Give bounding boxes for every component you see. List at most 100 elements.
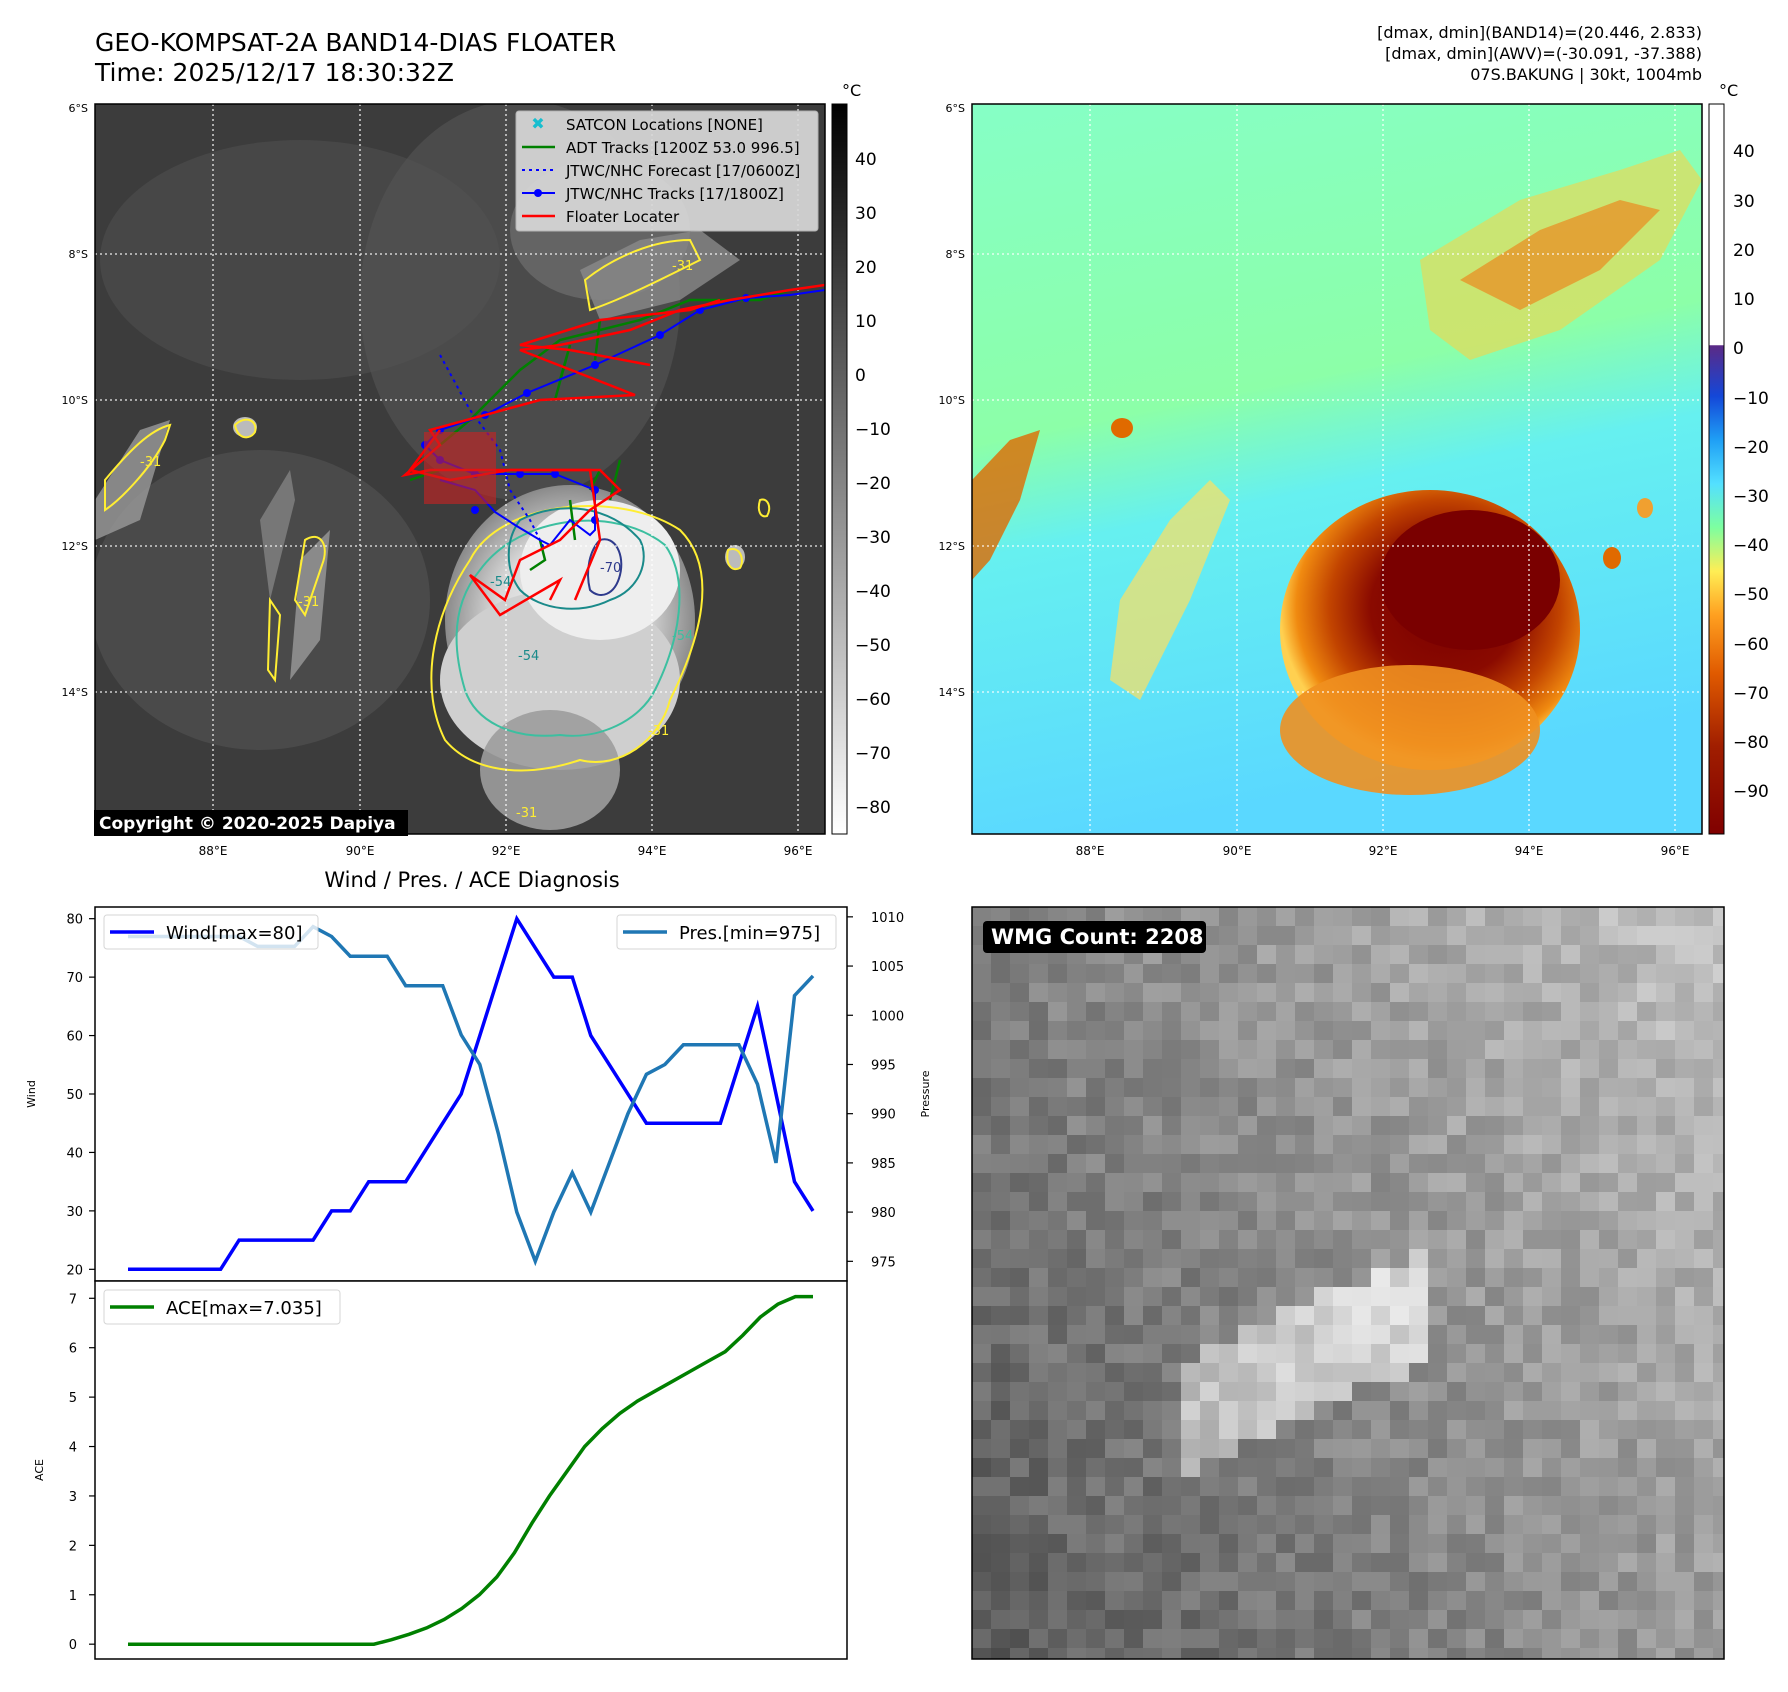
pressure-tick-label: 1000 (871, 1009, 904, 1024)
lat-label: 14°S (62, 686, 88, 699)
wv-cbar-tick: −70 (1733, 684, 1769, 704)
wind-pres-axes (94, 906, 848, 1282)
lon-label: 96°E (1661, 844, 1690, 858)
ace-tick-label: 3 (69, 1490, 77, 1505)
lat-label: 6°S (946, 102, 965, 115)
contour-label: -31 (672, 259, 693, 274)
wind-series-line (128, 914, 815, 1272)
floater-box (424, 432, 496, 504)
ace-axes (94, 1280, 848, 1660)
info-band14: [dmax, dmin](BAND14)=(20.446, 2.833) (1377, 23, 1702, 42)
ir-cbar-tick: 40 (855, 150, 877, 170)
ir-colorbar-unit: °C (842, 81, 861, 100)
wind-tick-label: 70 (66, 971, 83, 986)
wv-cbar-tick: −40 (1733, 536, 1769, 556)
wv-lon-labels: 88°E 90°E 92°E 94°E 96°E (1076, 844, 1690, 858)
floater-locater (400, 283, 825, 617)
lat-label: 8°S (69, 248, 88, 261)
legend-jtwc-forecast: JTWC/NHC Forecast [17/0600Z] (565, 162, 800, 180)
wind-axis-ticks: 20 30 40 50 60 70 80 (66, 913, 95, 1278)
ir-cbar-tick: −30 (855, 528, 891, 548)
lon-label: 94°E (638, 844, 667, 858)
figure-title: GEO-KOMPSAT-2A BAND14-DIAS FLOATER (95, 28, 616, 57)
contour-label: -31 (298, 595, 319, 610)
lon-label: 88°E (1076, 844, 1105, 858)
ace-chart: 0 1 2 3 4 5 6 7 ACE ACE[max=7.035] (33, 1280, 848, 1660)
header: GEO-KOMPSAT-2A BAND14-DIAS FLOATER Time:… (94, 23, 1702, 87)
figure-time: Time: 2025/12/17 18:30:32Z (94, 58, 454, 87)
contour-label: -31 (140, 455, 161, 470)
lat-label: 10°S (62, 394, 88, 407)
wv-lat-labels: 6°S 8°S 10°S 12°S 14°S (939, 102, 965, 699)
ir-cbar-tick: −70 (855, 744, 891, 764)
contour-label: -54 (672, 629, 693, 644)
lat-label: 6°S (69, 102, 88, 115)
ir-cbar-tick: 10 (855, 312, 877, 332)
ir-cbar-tick: −20 (855, 474, 891, 494)
ir-cbar-tick: −40 (855, 582, 891, 602)
ace-series-line (128, 1294, 813, 1646)
wv-cbar-tick: 30 (1733, 192, 1755, 212)
lon-label: 92°E (1369, 844, 1398, 858)
wv-panel: 6°S 8°S 10°S 12°S 14°S 88°E 90°E 92°E 94… (939, 81, 1769, 858)
ace-tick-label: 0 (69, 1638, 77, 1653)
pressure-tick-label: 1010 (871, 911, 904, 926)
ir-panel: ✖ SATCON Locations [NONE] ADT Tracks [12… (62, 81, 891, 858)
wind-tick-label: 50 (66, 1088, 83, 1103)
wmg-panel: WMG Count: 2208 (971, 906, 1725, 1660)
copyright: Copyright © 2020-2025 Dapiya (99, 814, 396, 834)
wv-cbar-tick: −20 (1733, 438, 1769, 458)
lat-label: 8°S (946, 248, 965, 261)
ir-cbar-tick: 30 (855, 204, 877, 224)
ace-tick-label: 2 (69, 1539, 77, 1554)
lon-label: 90°E (1223, 844, 1252, 858)
ir-contour-labels: -31 -31 -31 -31 -31 -54 -54 -70 -54 (140, 259, 693, 821)
wmg-image (972, 907, 1724, 1659)
pressure-tick-label: 995 (871, 1058, 896, 1073)
lon-label: 94°E (1515, 844, 1544, 858)
contour-label: -31 (648, 724, 669, 739)
legend-floater: Floater Locater (566, 208, 680, 226)
ir-legend: ✖ SATCON Locations [NONE] ADT Tracks [12… (515, 110, 819, 232)
lat-label: 14°S (939, 686, 965, 699)
ir-lat-labels: 6°S 8°S 10°S 12°S 14°S (62, 102, 88, 699)
pressure-legend-label: Pres.[min=975] (679, 923, 820, 944)
wv-cbar-tick: 40 (1733, 142, 1755, 162)
pressure-legend: Pres.[min=975] (616, 914, 837, 950)
wind-legend-label: Wind[max=80] (166, 923, 303, 944)
wmg-count-label: WMG Count: 2208 (991, 925, 1204, 949)
ace-axis-label: ACE (33, 1459, 46, 1481)
ace-tick-label: 6 (69, 1342, 77, 1357)
diagnosis-chart: Wind / Pres. / ACE Diagnosis 20 30 40 50 60 7… (25, 868, 932, 1282)
pressure-tick-label: 985 (871, 1157, 896, 1172)
ace-tick-label: 4 (69, 1441, 77, 1456)
wv-gridlines (972, 104, 1702, 834)
ir-cbar-tick: 0 (855, 366, 866, 386)
ir-cbar-tick: −80 (855, 798, 891, 818)
lon-label: 88°E (199, 844, 228, 858)
wind-axis-label: Wind (25, 1080, 38, 1108)
pressure-axis-ticks: 975 980 985 990 995 1000 1005 1010 (847, 911, 904, 1270)
wv-cbar-tick: −30 (1733, 487, 1769, 507)
contour-label: -54 (490, 575, 511, 590)
diagnosis-title: Wind / Pres. / ACE Diagnosis (324, 868, 619, 892)
ace-tick-label: 7 (69, 1292, 77, 1307)
pressure-tick-label: 990 (871, 1108, 896, 1123)
wv-cbar-tick: −10 (1733, 389, 1769, 409)
lon-label: 92°E (492, 844, 521, 858)
wv-cbar-tick: −50 (1733, 585, 1769, 605)
lat-label: 12°S (939, 540, 965, 553)
wv-cbar-tick: 0 (1733, 339, 1744, 359)
ace-tick-label: 1 (69, 1589, 77, 1604)
pressure-axis-label: Pressure (919, 1070, 932, 1117)
contour-label: -31 (516, 806, 537, 821)
satcon-marker-icon: ✖ (531, 114, 544, 133)
pressure-tick-label: 980 (871, 1206, 896, 1221)
pressure-tick-label: 975 (871, 1255, 896, 1270)
ir-cbar-tick: 20 (855, 258, 877, 278)
wind-tick-label: 60 (66, 1030, 83, 1045)
legend-jtwc-tracks: JTWC/NHC Tracks [17/1800Z] (565, 185, 784, 203)
ir-colorbar: °C 40 30 20 10 0 −10 −20 −30 −40 −50 −60… (831, 81, 891, 835)
info-awv: [dmax, dmin](AWV)=(-30.091, -37.388) (1385, 44, 1702, 63)
